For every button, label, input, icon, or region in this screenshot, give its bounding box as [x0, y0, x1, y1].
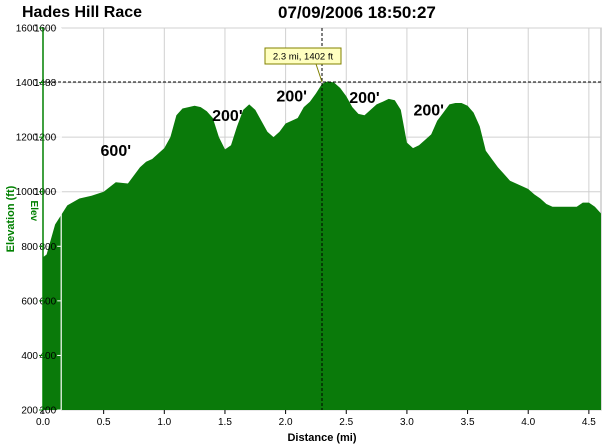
- climb-annotation-1: 200': [212, 108, 243, 125]
- x-axis-label: Distance (mi): [287, 432, 356, 444]
- x-tick-label-8: 4.0: [521, 417, 535, 428]
- cursor-tooltip-pointer: [315, 63, 323, 83]
- inner-axis-tick-label-5: 1200: [34, 133, 57, 144]
- y-axis-label: Elevation (ft): [5, 185, 17, 252]
- inner-axis-tick-label-0: 200: [40, 406, 57, 417]
- climb-annotations: 600' 200' 200' 200' 200': [101, 89, 444, 161]
- x-tick-label-0: 0.0: [36, 417, 50, 428]
- chart-timestamp: 07/09/2006 18:50:27: [278, 3, 436, 22]
- y-tick-label-5: 1200: [16, 133, 39, 144]
- climb-annotation-3: 200': [349, 90, 380, 107]
- x-tick-label-7: 3.5: [461, 417, 475, 428]
- inner-axis-tick-label-4: 1000: [34, 187, 57, 198]
- x-tick-label-1: 0.5: [97, 417, 111, 428]
- y-tick-label-6: 1400: [16, 78, 39, 89]
- inner-axis: 200 400 600 800 1000 1200 1488 1600 Elev: [28, 24, 62, 417]
- x-tick-label-3: 1.5: [218, 417, 232, 428]
- inner-axis-tick-label-1: 400: [40, 351, 57, 362]
- climb-annotation-4: 200': [413, 102, 444, 119]
- y-tick-label-7: 1600: [16, 24, 39, 35]
- chart-title: Hades Hill Race: [22, 4, 143, 21]
- y-tick-label-4: 1000: [16, 187, 39, 198]
- x-tick-label-9: 4.5: [582, 417, 596, 428]
- cursor-tooltip-label: 2.3 mi, 1402 ft: [273, 52, 334, 63]
- x-axis-ticks: 0.0 0.5 1.0 1.5 2.0 2.5 3.0 3.5 4.0 4.5: [36, 410, 596, 428]
- y-tick-label-1: 400: [21, 351, 38, 362]
- y-tick-label-2: 600: [21, 296, 38, 307]
- x-tick-label-4: 2.0: [279, 417, 293, 428]
- climb-annotation-2: 200': [276, 89, 307, 106]
- y-tick-label-0: 200: [21, 406, 38, 417]
- inner-axis-tick-label-2: 600: [40, 296, 57, 307]
- x-tick-label-2: 1.0: [157, 417, 171, 428]
- cursor-crosshair[interactable]: 2.3 mi, 1402 ft: [43, 28, 601, 410]
- y-tick-label-3: 800: [21, 242, 38, 253]
- cursor-tooltip-box: [264, 47, 342, 65]
- climb-annotation-0: 600': [101, 143, 132, 160]
- inner-axis-label: Elev: [28, 201, 39, 222]
- inner-axis-tick-label-3: 800: [40, 242, 57, 253]
- x-tick-label-5: 2.5: [339, 417, 353, 428]
- inner-axis-tick-label-7: 1600: [34, 24, 57, 35]
- x-tick-label-6: 3.0: [400, 417, 414, 428]
- inner-axis-tick-label-6: 1488: [34, 78, 57, 89]
